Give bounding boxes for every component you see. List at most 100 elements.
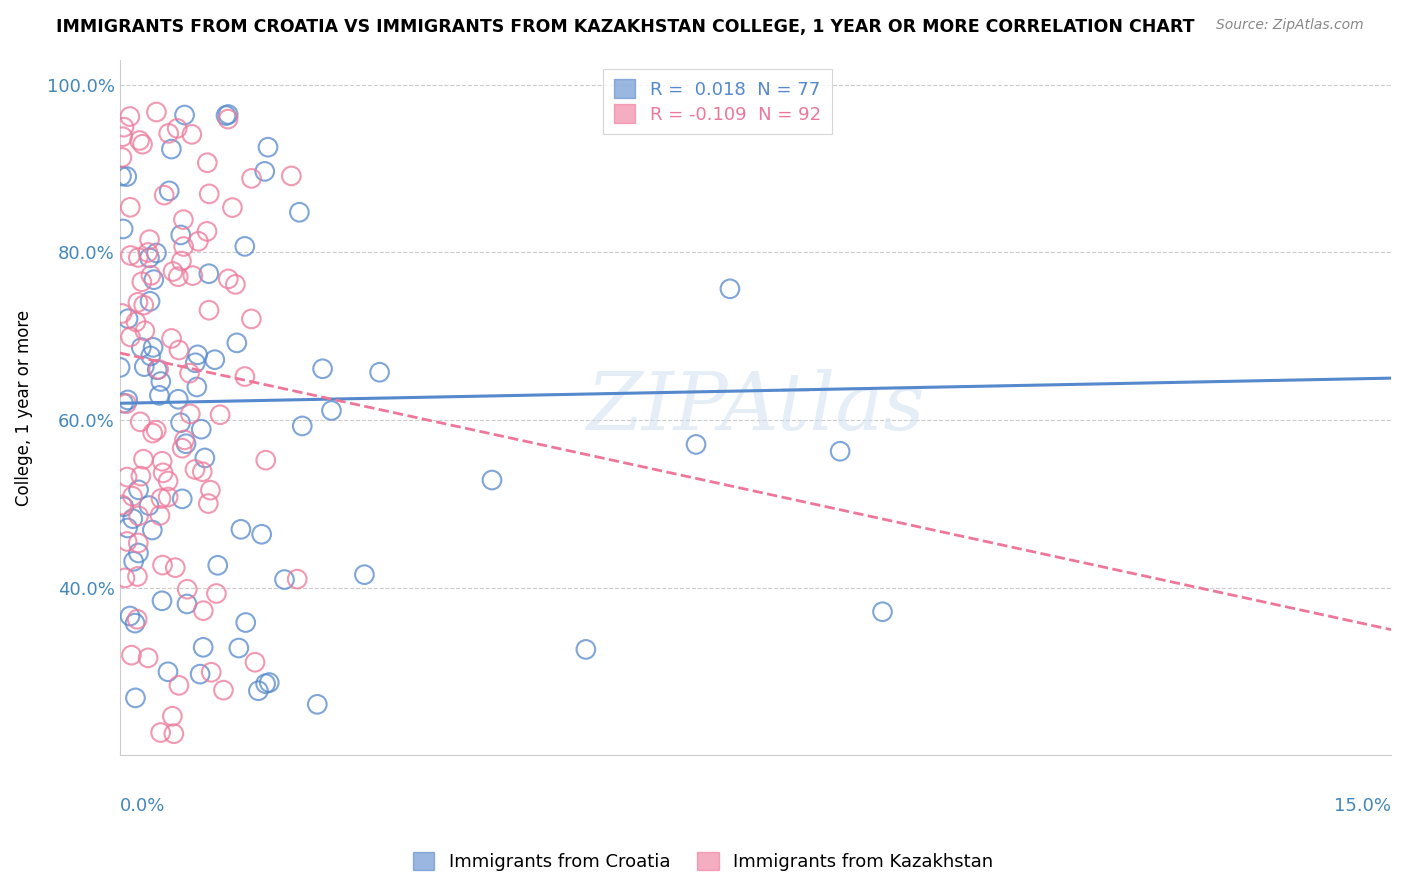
Point [204,352,226,367]
Point [132,452,155,467]
Point [254,676,277,690]
Point [115,169,138,184]
Point [160,142,183,156]
Point [112,222,135,236]
Point [170,254,193,268]
Text: 0.0%: 0.0% [120,797,165,815]
Point [120,648,142,663]
Point [221,201,243,215]
Point [217,112,239,127]
Point [128,134,150,148]
Point [233,369,256,384]
Point [212,683,235,698]
Point [110,169,132,183]
Point [195,224,218,238]
Point [225,335,247,350]
Point [250,527,273,541]
Point [142,425,165,440]
Point [167,678,190,692]
Point [131,275,153,289]
Point [121,511,143,525]
Point [718,282,741,296]
Point [138,251,160,265]
Point [167,392,190,407]
Point [209,408,232,422]
Point [131,341,153,355]
Point [150,491,173,506]
Point [174,436,197,450]
Point [187,235,209,249]
Point [136,651,159,665]
Point [235,615,257,630]
Point [200,483,222,498]
Text: IMMIGRANTS FROM CROATIA VS IMMIGRANTS FROM KAZAKHSTAN COLLEGE, 1 YEAR OR MORE CO: IMMIGRANTS FROM CROATIA VS IMMIGRANTS FR… [56,18,1195,36]
Point [184,462,207,476]
Point [152,558,174,573]
Point [111,306,134,320]
Point [125,315,148,329]
Point [117,311,139,326]
Point [179,407,201,421]
Point [166,121,188,136]
Point [149,508,172,523]
Point [173,433,195,447]
Point [195,155,218,169]
Point [217,272,239,286]
Point [139,349,162,363]
Point [217,107,239,121]
Point [307,698,329,712]
Point [127,536,149,550]
Point [162,264,184,278]
Point [128,483,150,497]
Point [207,558,229,573]
Point [139,268,162,283]
Point [257,140,280,154]
Point [169,416,191,430]
Point [215,109,238,123]
Point [167,343,190,357]
Point [120,200,142,214]
Point [285,572,308,586]
Point [124,690,146,705]
Point [198,267,221,281]
Point [173,239,195,253]
Point [170,227,193,242]
Point [173,108,195,122]
Point [259,675,281,690]
Point [149,375,172,389]
Point [112,396,135,410]
Point [685,437,707,451]
Point [117,392,139,407]
Point [240,171,263,186]
Point [138,233,160,247]
Point [163,727,186,741]
Legend: R =  0.018  N = 77, R = -0.109  N = 92: R = 0.018 N = 77, R = -0.109 N = 92 [603,69,832,135]
Legend: Immigrants from Croatia, Immigrants from Kazakhstan: Immigrants from Croatia, Immigrants from… [405,845,1001,879]
Point [145,246,167,260]
Point [156,665,179,679]
Point [157,127,180,141]
Point [162,709,184,723]
Point [481,473,503,487]
Point [121,489,143,503]
Point [128,508,150,523]
Point [132,298,155,312]
Point [118,609,141,624]
Point [152,466,174,480]
Point [112,120,135,135]
Point [157,184,180,198]
Point [148,362,170,376]
Point [124,616,146,631]
Point [115,470,138,484]
Point [233,239,256,253]
Point [111,150,134,164]
Point [141,523,163,537]
Point [830,444,852,458]
Point [353,567,375,582]
Point [253,164,276,178]
Point [224,277,246,292]
Point [115,396,138,410]
Point [188,667,211,681]
Point [368,365,391,379]
Point [172,491,194,506]
